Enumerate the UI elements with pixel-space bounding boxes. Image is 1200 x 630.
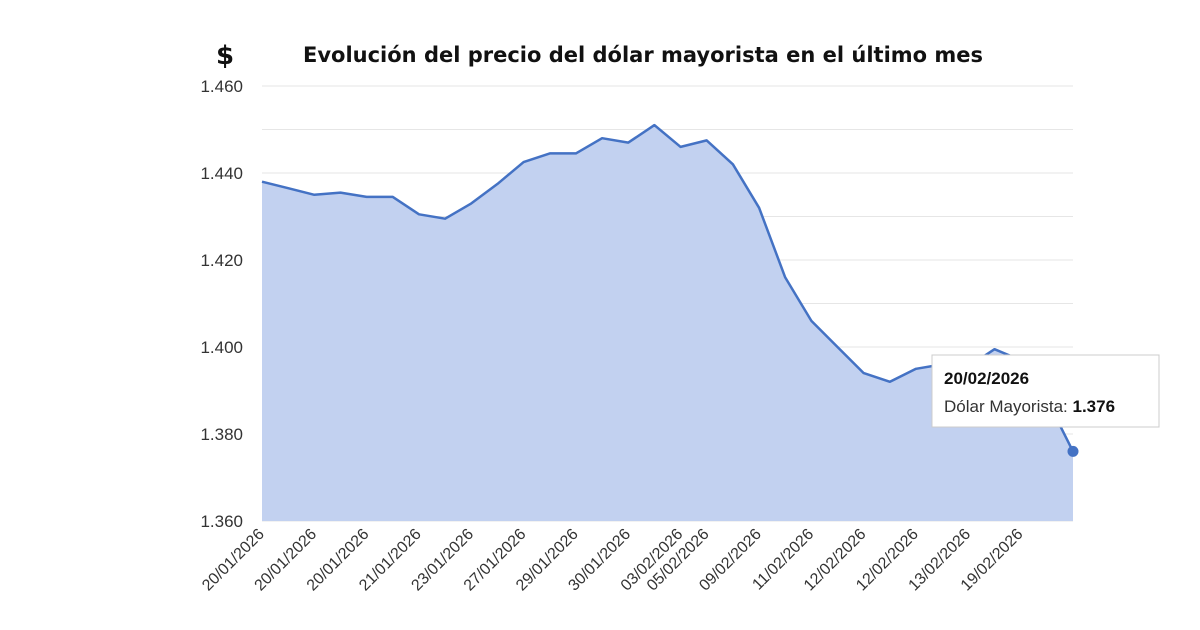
- area-fill: [262, 125, 1073, 521]
- tooltip: 20/02/2026 Dólar Mayorista: 1.376: [931, 354, 1160, 428]
- y-tick-label: 1.380: [200, 425, 243, 444]
- tooltip-text: Dólar Mayorista: 1.376: [944, 397, 1115, 416]
- highlighted-point[interactable]: [1067, 445, 1079, 457]
- series-area: [261, 123, 1075, 521]
- y-axis-ticks: 1.360 1.380 1.400 1.420 1.440 1.460: [200, 77, 243, 531]
- tooltip-date: 20/02/2026: [944, 369, 1029, 388]
- tooltip-box: [931, 354, 1160, 428]
- tooltip-series-label: Dólar Mayorista:: [944, 397, 1072, 416]
- x-axis-ticks: 20/01/202620/01/202620/01/202621/01/2026…: [199, 526, 1026, 595]
- chart-title: Evolución del precio del dólar mayorista…: [303, 43, 983, 67]
- currency-symbol: $: [216, 41, 234, 71]
- y-tick-label: 1.440: [200, 164, 243, 183]
- y-tick-label: 1.460: [200, 77, 243, 96]
- data-points: [1067, 445, 1079, 457]
- tooltip-value: 1.376: [1072, 397, 1115, 416]
- y-tick-label: 1.400: [200, 338, 243, 357]
- y-tick-label: 1.420: [200, 251, 243, 270]
- y-tick-label: 1.360: [200, 512, 243, 531]
